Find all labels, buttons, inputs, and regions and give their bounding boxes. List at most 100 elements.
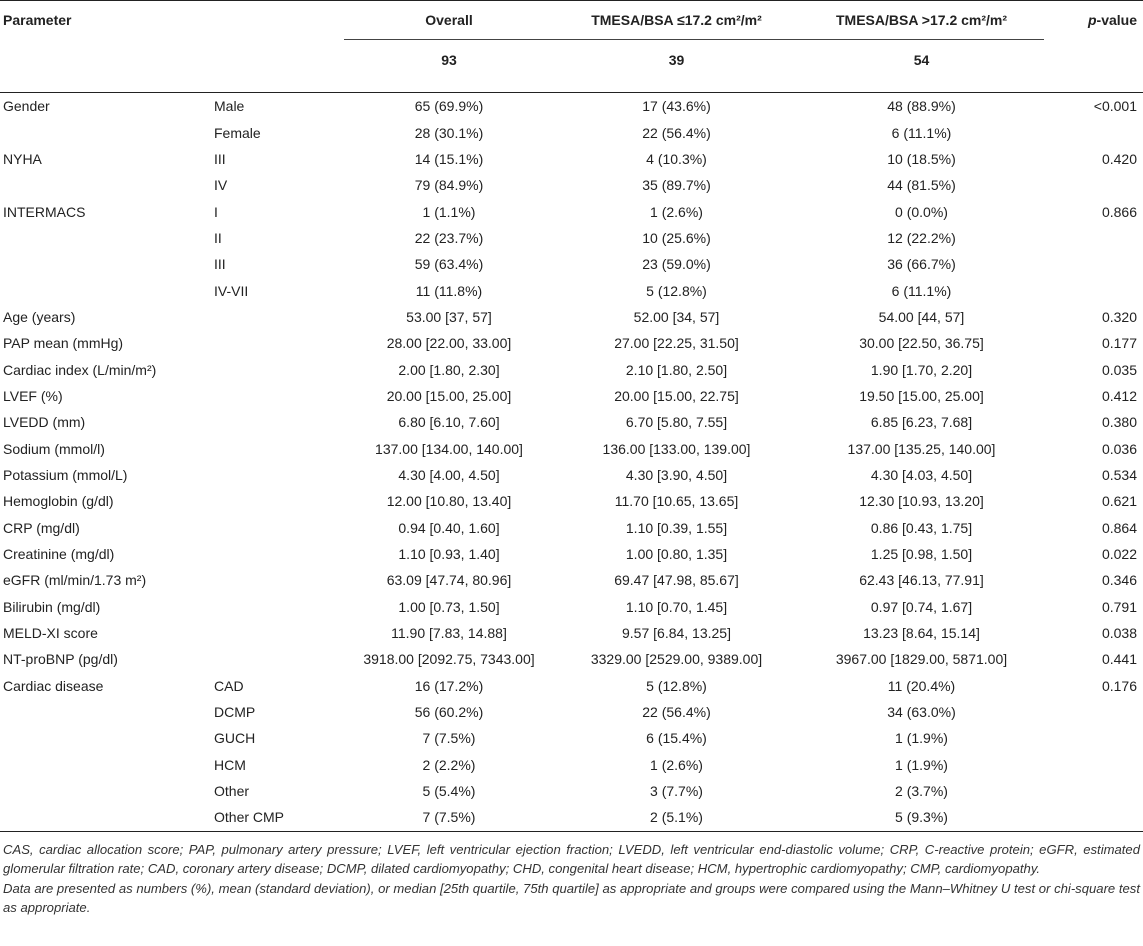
table-row: Female 28 (30.1%) 22 (56.4%) 6 (11.1%) <box>0 119 1143 145</box>
row-overall: 16 (17.2%) <box>414 677 484 694</box>
row-category <box>212 304 344 330</box>
row-overall: 14 (15.1%) <box>414 150 484 167</box>
row-p-value: 0.621 <box>1101 493 1137 510</box>
row-low-group: 69.47 [47.98, 85.67] <box>614 572 739 589</box>
row-category <box>212 435 344 461</box>
row-parameter: PAP mean (mmHg) <box>3 335 124 352</box>
row-high-group: 0 (0.0%) <box>895 203 948 220</box>
row-high-group: 36 (66.7%) <box>887 256 956 273</box>
row-low-group: 6 (15.4%) <box>646 730 707 747</box>
row-overall: 1 (1.1%) <box>422 203 476 220</box>
row-low-group: 1 (2.6%) <box>650 203 703 220</box>
header-overall: Overall <box>344 0 554 40</box>
header-high-group: TMESA/BSA >17.2 cm²/m² <box>799 0 1044 40</box>
row-overall: 7 (7.5%) <box>422 730 476 747</box>
table-row: Creatinine (mg/dl) 1.10 [0.93, 1.40] 1.00 … <box>0 541 1143 567</box>
row-overall: 3918.00 [2092.75, 7343.00] <box>363 651 535 668</box>
row-overall: 2 (2.2%) <box>422 756 476 773</box>
row-parameter: INTERMACS <box>3 203 86 220</box>
count-high: 54 <box>913 52 930 68</box>
table-row: MELD-XI score 11.90 [7.83, 14.88] 9.57 [6.… <box>0 620 1143 646</box>
row-parameter <box>0 277 212 303</box>
row-low-group: 4.30 [3.90, 4.50] <box>625 466 728 483</box>
footnote-abbreviations: CAS, cardiac allocation score; PAP, pulm… <box>3 841 1140 876</box>
row-overall: 1.00 [0.73, 1.50] <box>398 598 500 615</box>
table-row: Gender Male 65 (69.9%) 17 (43.6%) 48 (88.9%)… <box>0 93 1143 120</box>
row-overall: 4.30 [4.00, 4.50] <box>398 466 500 483</box>
row-parameter: Creatinine (mg/dl) <box>3 546 115 563</box>
count-low: 39 <box>668 52 685 68</box>
header-p-italic: p <box>1087 12 1097 29</box>
header-low-group: TMESA/BSA ≤17.2 cm²/m² <box>554 0 799 40</box>
row-high-group: 1.25 [0.98, 1.50] <box>870 546 973 563</box>
table-footnotes: CAS, cardiac allocation score; PAP, pulm… <box>0 832 1143 917</box>
row-low-group: 6.70 [5.80, 7.55] <box>625 414 728 431</box>
table-figure: Parameter Overall TMESA/BSA ≤17.2 cm²/m²… <box>0 0 1143 917</box>
row-parameter: Bilirubin (mg/dl) <box>3 598 101 615</box>
row-category <box>212 646 344 672</box>
row-high-group: 12 (22.2%) <box>887 229 956 246</box>
row-p-value: 0.038 <box>1101 625 1137 642</box>
table-row: Cardiac index (L/min/m²) 2.00 [1.80, 2.30… <box>0 356 1143 382</box>
table-body: Gender Male 65 (69.9%) 17 (43.6%) 48 (88.9%)… <box>0 93 1143 832</box>
row-category: Male <box>214 98 245 115</box>
row-low-group: 5 (12.8%) <box>646 677 707 694</box>
row-p-value: 0.177 <box>1101 335 1137 352</box>
row-parameter <box>0 699 212 725</box>
row-parameter <box>0 752 212 778</box>
row-overall: 11 (11.8%) <box>415 282 483 299</box>
table-row: IV 79 (84.9%) 35 (89.7%) 44 (81.5%) <box>0 172 1143 198</box>
row-overall: 6.80 [6.10, 7.60] <box>398 414 500 431</box>
row-overall: 65 (69.9%) <box>414 98 484 115</box>
row-high-group: 0.86 [0.43, 1.75] <box>870 519 973 536</box>
row-high-group: 11 (20.4%) <box>887 677 956 694</box>
row-low-group: 17 (43.6%) <box>642 98 711 115</box>
row-parameter: Age (years) <box>3 308 76 325</box>
table-row: CRP (mg/dl) 0.94 [0.40, 1.60] 1.10 [0.39, … <box>0 515 1143 541</box>
table-row: DCMP 56 (60.2%) 22 (56.4%) 34 (63.0%) <box>0 699 1143 725</box>
row-overall: 0.94 [0.40, 1.60] <box>398 519 500 536</box>
table-row: II 22 (23.7%) 10 (25.6%) 12 (22.2%) <box>0 225 1143 251</box>
row-p-value: 0.035 <box>1101 361 1137 378</box>
row-category: IV <box>214 177 228 194</box>
row-low-group: 3 (7.7%) <box>650 783 703 800</box>
row-parameter: NT-proBNP (pg/dl) <box>3 651 118 668</box>
row-low-group: 10 (25.6%) <box>642 229 711 246</box>
row-low-group: 22 (56.4%) <box>642 704 711 721</box>
header-parameter: Parameter <box>0 0 212 40</box>
row-high-group: 44 (81.5%) <box>887 177 956 194</box>
row-overall: 20.00 [15.00, 25.00] <box>386 387 512 404</box>
row-category <box>212 462 344 488</box>
row-parameter: Cardiac index (L/min/m²) <box>3 361 157 378</box>
row-category: IV-VII <box>214 282 249 299</box>
row-p-value: 0.176 <box>1101 677 1137 694</box>
row-p-value: 0.320 <box>1101 308 1137 325</box>
row-p-value: 0.791 <box>1101 598 1137 615</box>
row-category <box>212 541 344 567</box>
row-p-value: 0.864 <box>1101 519 1137 536</box>
row-high-group: 34 (63.0%) <box>887 704 956 721</box>
row-category <box>212 620 344 646</box>
row-overall: 12.00 [10.80, 13.40] <box>386 493 512 510</box>
row-parameter <box>0 119 212 145</box>
row-p-value <box>1044 804 1143 832</box>
count-row: 93 39 54 <box>0 40 1143 81</box>
row-category <box>212 383 344 409</box>
row-high-group: 1.90 [1.70, 2.20] <box>870 361 973 378</box>
table-row: INTERMACS I 1 (1.1%) 1 (2.6%) 0 (0.0%) 0.866 <box>0 198 1143 224</box>
table-row: Cardiac disease CAD 16 (17.2%) 5 (12.8%) 11 … <box>0 673 1143 699</box>
row-p-value: 0.441 <box>1101 651 1137 668</box>
row-p-value: 0.346 <box>1101 572 1137 589</box>
row-parameter <box>0 778 212 804</box>
row-p-value: 0.866 <box>1101 203 1137 220</box>
row-overall: 137.00 [134.00, 140.00] <box>375 440 523 457</box>
row-category: III <box>214 150 226 167</box>
row-high-group: 5 (9.3%) <box>799 804 1044 832</box>
row-parameter: Sodium (mmol/l) <box>3 440 105 457</box>
table-row: NT-proBNP (pg/dl) 3918.00 [2092.75, 7343.… <box>0 646 1143 672</box>
row-overall: 5 (5.4%) <box>422 783 476 800</box>
row-category: DCMP <box>214 704 256 721</box>
row-category <box>212 567 344 593</box>
row-overall: 22 (23.7%) <box>414 229 484 246</box>
header-blank <box>212 0 344 40</box>
